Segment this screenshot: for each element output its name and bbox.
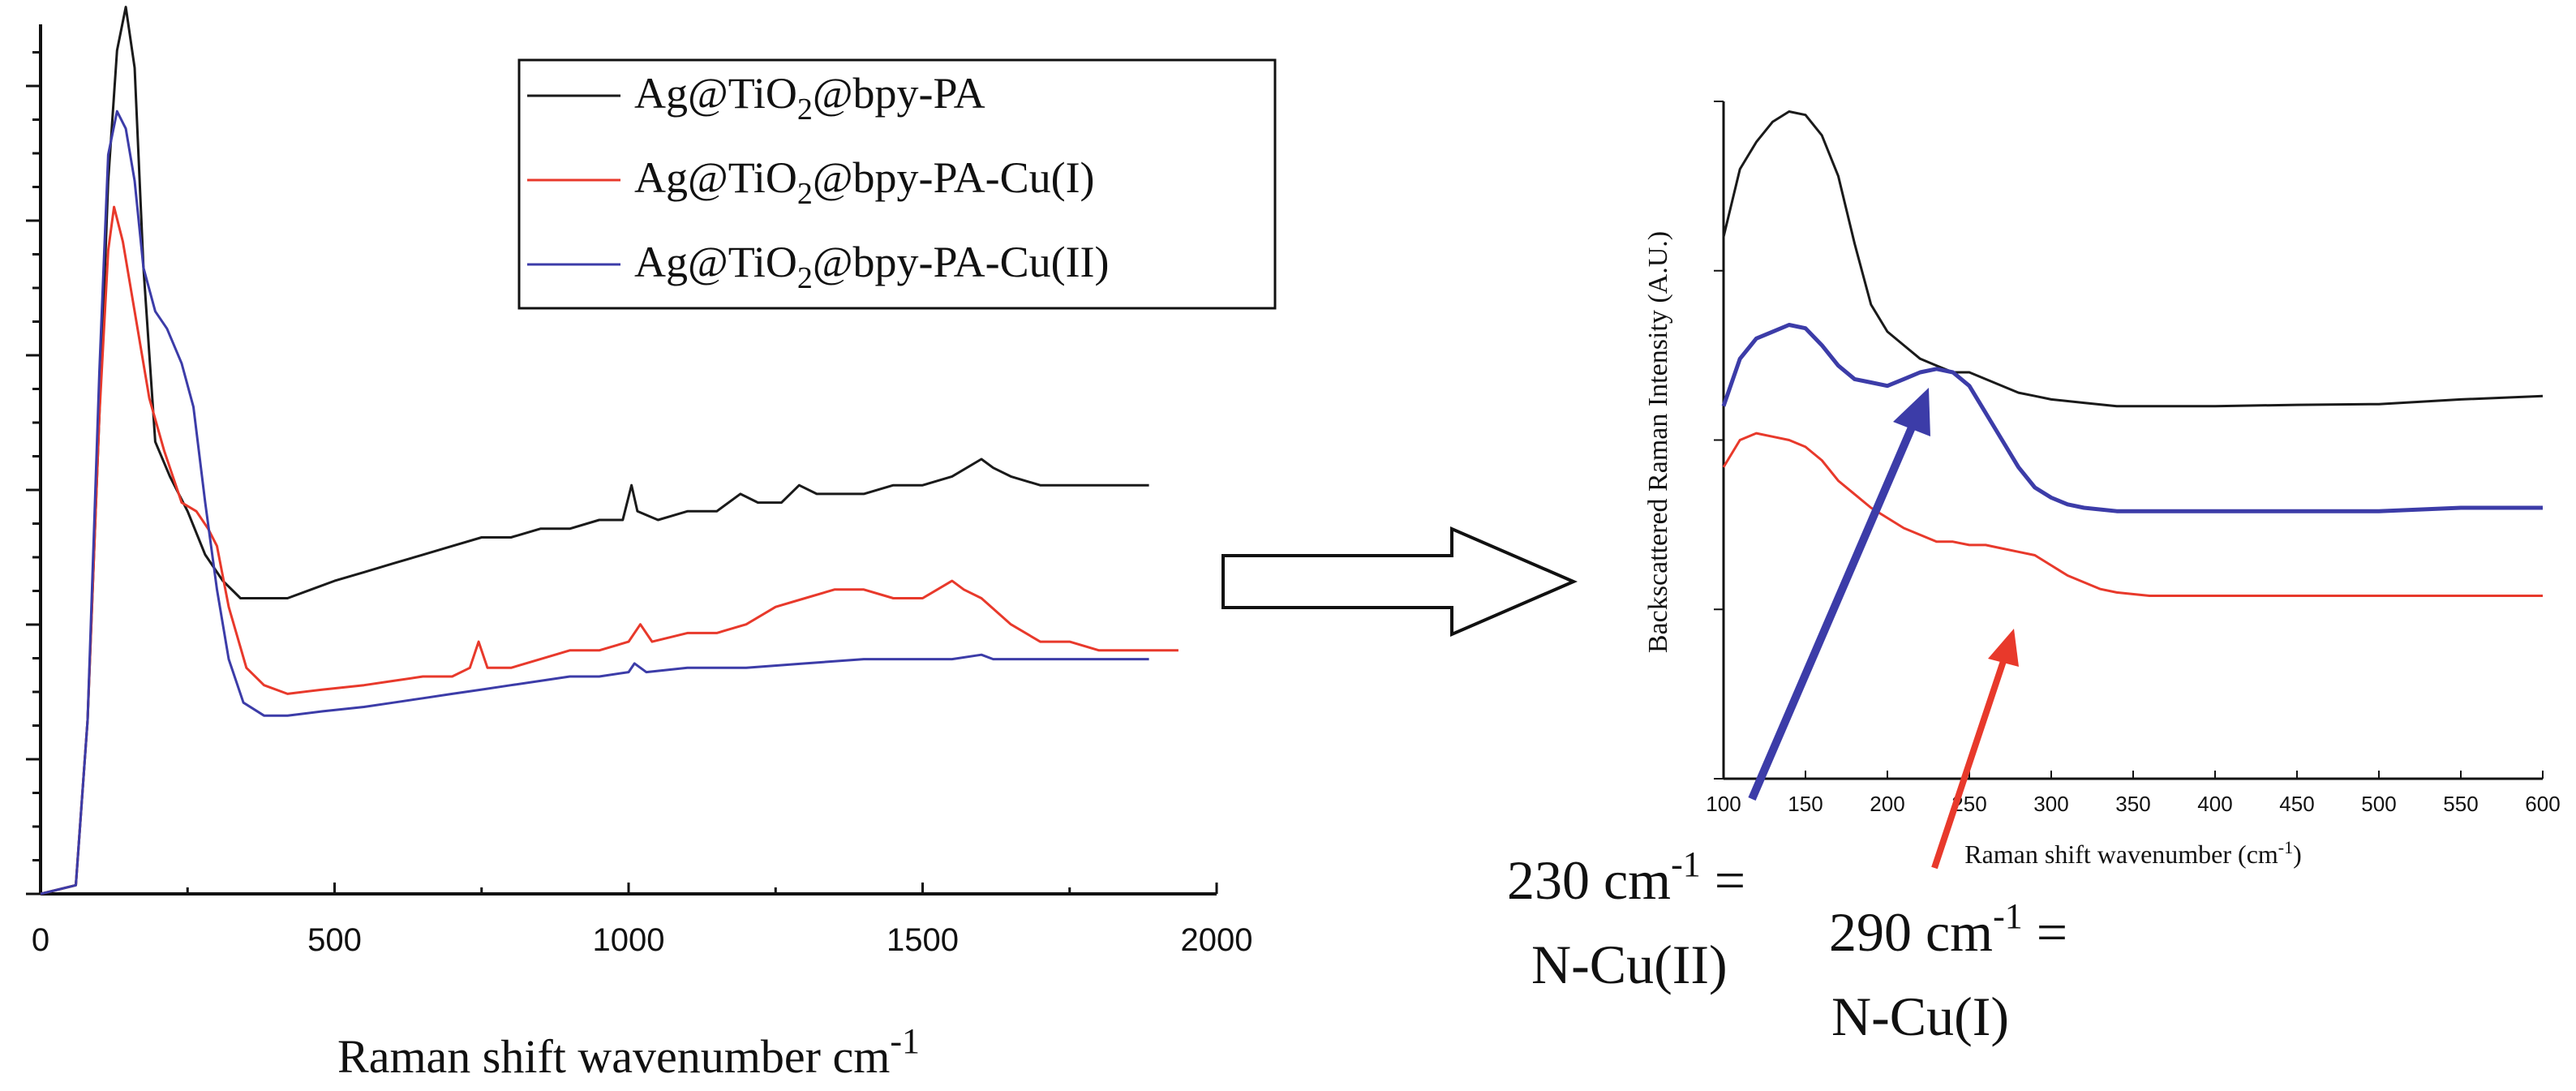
right-x-tick-label: 400 [2197,792,2232,816]
right-y-axis-label: Backscattered Raman Intensity (A.U.) [1643,231,1673,653]
right-y-ticks [1714,101,1724,780]
left-x-tick-label: 500 [307,922,362,958]
right-x-tick-label: 200 [1870,792,1904,816]
left-x-axis-label: Raman shift wavenumber cm-1 [337,1021,920,1083]
left-x-tick-label: 1500 [887,922,959,958]
left-x-tick-label: 2000 [1181,922,1253,958]
right-series-line-blue [1721,323,2543,513]
left-x-tick-label: 0 [32,922,49,958]
left-series-group [40,6,1179,896]
right-arrow-icon [1221,526,1578,638]
left-y-ticks [26,51,41,896]
right-x-ticks: 100 150 200 250 300 350 400 450 500 550 600 [1706,771,2561,816]
zoomed-raman-spectrum-chart: 100 150 200 250 300 350 400 450 500 550 600 Backsc… [1507,101,2561,1047]
right-x-tick-label: 300 [2033,792,2068,816]
annotation-cu1-assignment: N-Cu(I) [1831,986,2009,1047]
left-series-line-red [40,205,1179,896]
left-x-ticks: 0 500 1000 1500 2000 [32,883,1253,958]
right-x-tick-label: 550 [2443,792,2478,816]
annotation-cu1-value: 290 cm-1 = [1829,896,2067,963]
legend-entry-bpy-pa-cu2: Ag@TiO2@bpy-PA-Cu(II) [634,238,1110,295]
legend-box [517,58,1277,310]
left-series-line-black [40,6,1149,896]
right-series-line-black [1722,110,2544,408]
right-x-tick-label: 150 [1788,792,1823,816]
annotation-arrow-cu1 [1931,629,2019,870]
left-series-line-blue [40,110,1149,896]
right-series-line-red [1722,432,2543,597]
right-x-tick-label: 450 [2279,792,2314,816]
left-x-tick-label: 1000 [593,922,665,958]
legend-entry-bpy-pa-cu1: Ag@TiO2@bpy-PA-Cu(I) [634,153,1095,211]
right-x-tick-label: 350 [2115,792,2150,816]
right-series-group [1721,110,2544,597]
right-x-axis-label: Raman shift wavenumber (cm-1) [1964,837,2302,869]
right-x-tick-label: 500 [2361,792,2396,816]
annotation-cu2-assignment: N-Cu(II) [1531,934,1728,995]
legend: Ag@TiO2@bpy-PA Ag@TiO2@bpy-PA-Cu(I) Ag@T… [517,58,1277,310]
legend-entry-bpy-pa: Ag@TiO2@bpy-PA [634,69,985,127]
full-raman-spectrum-chart: 0 500 1000 1500 2000 Ag@TiO2@bpy-PA Ag@TiO2@… [26,6,1277,1083]
right-x-tick-label: 600 [2525,792,2560,816]
annotation-cu2-value: 230 cm-1 = [1507,844,1745,911]
right-x-tick-label: 100 [1706,792,1741,816]
annotation-arrow-cu2 [1748,388,1930,801]
